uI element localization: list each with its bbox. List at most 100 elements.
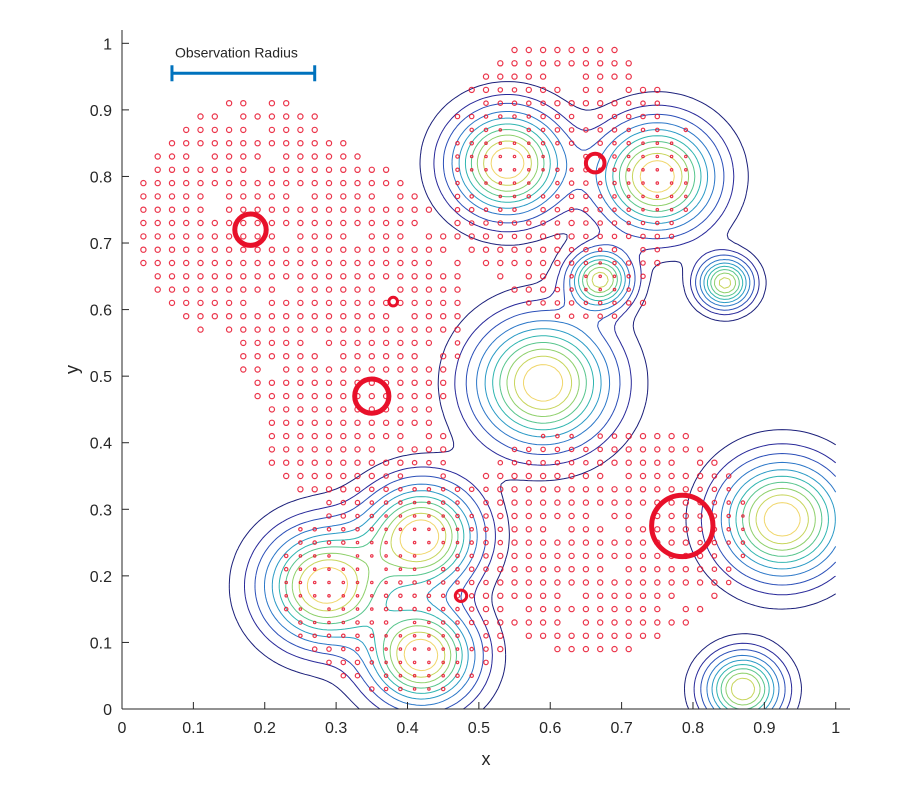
marker-point: [283, 139, 290, 147]
x-tick-label: 0.2: [254, 720, 276, 737]
marker-point: [611, 539, 618, 546]
marker-point: [398, 606, 403, 612]
marker-point: [397, 286, 404, 293]
marker-point: [640, 113, 646, 120]
marker-point: [254, 339, 261, 347]
marker-point: [639, 632, 647, 640]
marker-point: [525, 472, 533, 480]
marker-point: [311, 406, 318, 413]
marker-point: [597, 86, 604, 94]
marker-point: [497, 579, 504, 586]
marker-point: [554, 512, 561, 520]
marker-point: [383, 486, 389, 493]
marker-point: [297, 392, 304, 400]
marker-point: [340, 139, 347, 147]
marker-point: [298, 526, 303, 532]
marker-point: [412, 514, 417, 518]
marker-point: [225, 259, 233, 267]
marker-point: [384, 554, 388, 558]
marker-point: [682, 499, 690, 506]
marker-point: [554, 259, 561, 267]
marker-point: [368, 366, 375, 373]
marker-point: [197, 179, 204, 187]
marker-point: [654, 432, 661, 440]
marker-point: [311, 259, 318, 267]
marker-point: [597, 472, 604, 480]
marker-point: [340, 219, 347, 227]
marker-point: [411, 273, 418, 280]
marker-point: [283, 379, 290, 386]
marker-point: [611, 552, 618, 560]
marker-point: [654, 100, 661, 107]
marker-point: [497, 526, 504, 533]
marker-point: [711, 539, 718, 546]
marker-point: [325, 166, 333, 173]
marker-point: [211, 259, 218, 267]
marker-point: [469, 540, 475, 545]
y-tick-label: 0.7: [90, 236, 112, 253]
marker-point: [254, 326, 261, 333]
marker-point: [325, 459, 333, 466]
marker-point: [654, 552, 661, 560]
marker-point: [382, 179, 390, 187]
marker-point: [497, 220, 504, 226]
marker-point: [654, 113, 661, 120]
marker-point: [568, 579, 575, 586]
marker-point: [211, 179, 218, 187]
marker-point: [168, 299, 176, 307]
marker-point: [440, 313, 447, 320]
marker-point: [182, 126, 190, 134]
marker-point: [397, 193, 404, 200]
marker-point: [597, 645, 604, 653]
marker-point: [354, 193, 361, 200]
marker-point: [583, 459, 589, 466]
marker-point: [582, 526, 590, 533]
marker-point: [211, 126, 218, 134]
marker-point: [683, 168, 688, 172]
marker-point: [340, 259, 347, 267]
marker-point: [625, 113, 632, 120]
marker-point: [639, 299, 647, 307]
marker-point: [411, 219, 418, 227]
marker-point: [268, 353, 276, 360]
marker-point: [454, 113, 461, 120]
marker-point: [197, 206, 204, 213]
marker-point: [539, 619, 547, 626]
marker-point: [397, 392, 404, 400]
marker-point: [254, 313, 261, 320]
marker-point: [425, 432, 433, 440]
marker-point: [168, 259, 176, 267]
marker-point: [454, 206, 461, 213]
marker-point: [611, 220, 618, 226]
marker-point: [625, 100, 632, 107]
marker-point: [254, 392, 261, 400]
marker-point: [354, 486, 361, 493]
marker-point: [368, 206, 375, 213]
marker-point: [297, 353, 304, 360]
marker-point: [341, 593, 346, 598]
marker-point: [455, 167, 460, 173]
marker-point: [225, 326, 233, 333]
marker-point: [554, 60, 561, 67]
marker-point: [611, 645, 618, 653]
marker-point: [140, 193, 147, 200]
marker-point: [568, 99, 575, 107]
marker-point: [611, 579, 618, 586]
marker-point: [654, 259, 661, 267]
marker-point: [512, 114, 517, 119]
marker-point: [283, 259, 290, 267]
marker-point: [341, 607, 346, 611]
marker-point: [440, 446, 447, 453]
marker-point: [468, 86, 475, 94]
marker-point: [325, 366, 333, 373]
marker-point: [682, 605, 690, 613]
marker-point: [297, 113, 304, 120]
marker-point: [368, 459, 375, 466]
marker-point: [569, 167, 574, 173]
marker-point: [568, 140, 575, 147]
marker-point: [154, 153, 161, 160]
y-tick-label: 0: [103, 702, 112, 719]
marker-point: [283, 339, 290, 347]
marker-point: [154, 206, 161, 213]
